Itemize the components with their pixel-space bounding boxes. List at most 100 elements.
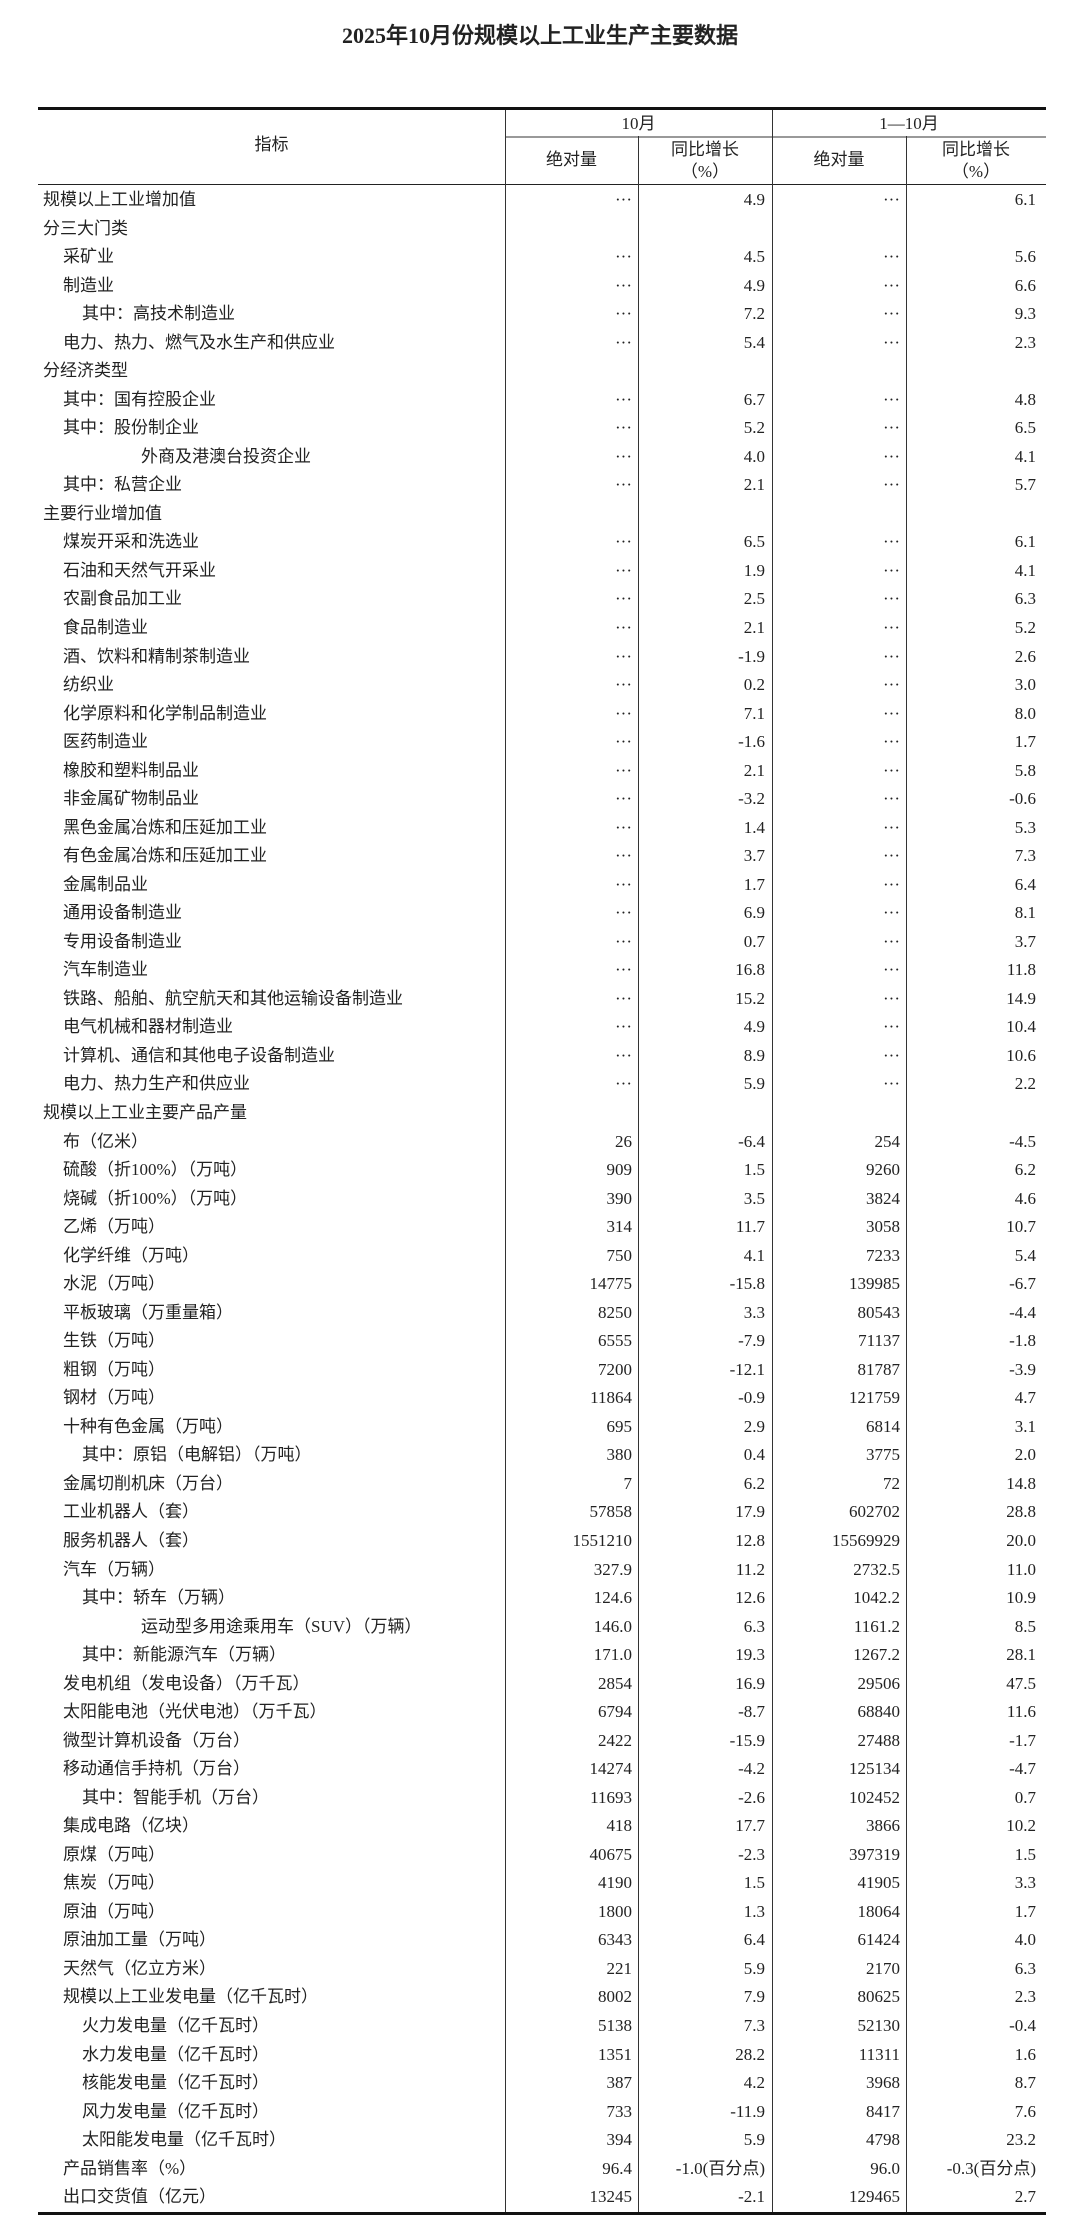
table-row: 汽车（万辆） 327.9 11.2 2732.5 11.0 (38, 1556, 1046, 1585)
row-label: 原煤（万吨） (63, 1844, 165, 1864)
cell-month-yoy: 7.1 (743, 703, 765, 723)
cell-ytd-yoy: 9.3 (1014, 304, 1036, 324)
cell-month-yoy: -8.7 (738, 1702, 765, 1722)
cell-ytd-absolute: 61424 (857, 1930, 901, 1950)
row-label: 服务机器人（套） (63, 1530, 199, 1550)
header-month-absolute: 绝对量 (546, 150, 597, 169)
cell-ytd-absolute: ··· (883, 874, 900, 894)
cell-ytd-absolute: ··· (883, 988, 900, 1008)
table-row: 非金属矿物制品业 ··· -3.2 ··· -0.6 (38, 785, 1046, 814)
cell-ytd-absolute: ··· (883, 304, 900, 324)
table-row: 太阳能发电量（亿千瓦时） 394 5.9 4798 23.2 (38, 2126, 1046, 2155)
cell-month-absolute: 8250 (598, 1302, 632, 1322)
cell-ytd-yoy: 5.7 (1014, 475, 1036, 495)
cell-ytd-yoy: 4.0 (1014, 1930, 1036, 1950)
cell-ytd-absolute: 2170 (866, 1958, 900, 1978)
header-divider (505, 136, 1046, 138)
cell-ytd-yoy: 6.1 (1014, 190, 1036, 209)
cell-ytd-yoy: 6.5 (1014, 418, 1036, 438)
page-title: 2025年10月份规模以上工业生产主要数据 (341, 23, 738, 48)
cell-month-absolute: 7 (623, 1473, 633, 1493)
cell-month-yoy: 6.4 (743, 1930, 765, 1950)
cell-month-absolute: ··· (615, 332, 632, 352)
cell-ytd-absolute: 129465 (849, 2187, 900, 2207)
table-row: 运动型多用途乘用车（SUV）（万辆） 146.0 6.3 1161.2 8.5 (38, 1613, 1046, 1642)
cell-ytd-absolute: ··· (883, 617, 900, 637)
cell-month-absolute: 14274 (589, 1759, 633, 1779)
table-row: 外商及港澳台投资企业 ··· 4.0 ··· 4.1 (38, 443, 1046, 472)
cell-month-yoy: 5.4 (743, 332, 765, 352)
cell-ytd-absolute: ··· (883, 532, 900, 552)
table-row: 服务机器人（套） 1551210 12.8 15569929 20.0 (38, 1527, 1046, 1556)
cell-ytd-absolute: 18064 (857, 1901, 901, 1921)
row-label: 化学纤维（万吨） (63, 1245, 199, 1265)
column-divider (505, 110, 506, 2213)
header-month-yoy-unit: （%） (680, 162, 730, 181)
cell-month-absolute: 40675 (589, 1844, 633, 1864)
cell-ytd-yoy: 20.0 (1006, 1530, 1036, 1550)
cell-ytd-absolute: 9260 (866, 1160, 900, 1180)
row-label: 制造业 (63, 275, 114, 295)
cell-ytd-absolute: ··· (883, 646, 900, 666)
cell-month-yoy: 8.9 (743, 1045, 765, 1065)
cell-ytd-absolute: 29506 (857, 1673, 901, 1693)
table-row: 其中：高技术制造业 ··· 7.2 ··· 9.3 (38, 300, 1046, 329)
row-label: 焦炭（万吨） (63, 1873, 165, 1893)
cell-ytd-absolute: 102452 (849, 1787, 900, 1807)
cell-ytd-absolute: 80625 (857, 1987, 901, 2007)
table-row: 移动通信手持机（万台） 14274 -4.2 125134 -4.7 (38, 1755, 1046, 1784)
table-row: 橡胶和塑料制品业 ··· 2.1 ··· 5.8 (38, 757, 1046, 786)
cell-ytd-absolute: ··· (883, 760, 900, 780)
cell-month-absolute: 387 (606, 2073, 633, 2093)
cell-month-yoy: 1.5 (743, 1873, 765, 1893)
row-label: 太阳能发电量（亿千瓦时） (82, 2130, 286, 2150)
cell-ytd-absolute: ··· (883, 589, 900, 609)
cell-month-absolute: ··· (615, 589, 632, 609)
cell-ytd-yoy: 4.7 (1014, 1388, 1036, 1408)
cell-month-yoy: 6.7 (743, 389, 765, 409)
cell-ytd-absolute: ··· (883, 446, 900, 466)
cell-ytd-absolute: ··· (883, 475, 900, 495)
cell-ytd-absolute: ··· (883, 789, 900, 809)
cell-month-absolute: 7200 (598, 1359, 632, 1379)
cell-ytd-yoy: 7.3 (1014, 846, 1036, 866)
cell-month-absolute: ··· (615, 760, 632, 780)
cell-month-yoy: 3.5 (743, 1188, 765, 1208)
cell-month-yoy: 0.7 (743, 931, 765, 951)
cell-month-absolute: 6794 (598, 1702, 632, 1722)
row-label: 移动通信手持机（万台） (63, 1759, 250, 1779)
cell-ytd-yoy: -0.3(百分点) (946, 2158, 1036, 2178)
cell-ytd-yoy: -1.7 (1009, 1730, 1036, 1750)
row-label: 橡胶和塑料制品业 (63, 760, 199, 780)
cell-ytd-absolute: 3968 (866, 2073, 900, 2093)
cell-month-yoy: 3.3 (743, 1302, 765, 1322)
header-indicator: 指标 (254, 135, 289, 154)
cell-month-yoy: 12.6 (735, 1588, 765, 1608)
cell-month-absolute: ··· (615, 988, 632, 1008)
cell-ytd-absolute: 52130 (857, 2016, 901, 2035)
table-row: 规模以上工业主要产品产量 (38, 1099, 1046, 1128)
cell-month-yoy: 2.9 (743, 1416, 765, 1436)
table-row: 产品销售率（%） 96.4 -1.0(百分点) 96.0 -0.3(百分点) (38, 2155, 1046, 2184)
cell-month-absolute: ··· (615, 846, 632, 866)
cell-ytd-yoy: 28.1 (1006, 1645, 1036, 1665)
row-label: 其中：高技术制造业 (82, 304, 235, 324)
cell-month-absolute: ··· (615, 789, 632, 809)
table-header: 指标 10月 1—10月 绝对量 同比增长 （%） 绝对量 同比增长 （%） (38, 110, 1046, 185)
cell-month-yoy: 4.5 (743, 247, 765, 267)
cell-month-yoy: 4.9 (743, 190, 765, 209)
cell-month-absolute: ··· (615, 1074, 632, 1094)
row-label: 规模以上工业发电量（亿千瓦时） (63, 1987, 318, 2007)
row-label: 平板玻璃（万重量箱） (63, 1302, 233, 1322)
cell-month-yoy: 0.2 (743, 675, 765, 695)
cell-ytd-yoy: 8.0 (1014, 703, 1036, 723)
cell-ytd-yoy: 8.5 (1014, 1616, 1036, 1636)
table-row: 焦炭（万吨） 4190 1.5 41905 3.3 (38, 1869, 1046, 1898)
table-row: 布（亿米） 26 -6.4 254 -4.5 (38, 1128, 1046, 1157)
cell-month-absolute: 8002 (598, 1987, 632, 2007)
cell-ytd-yoy: 11.8 (1006, 960, 1036, 980)
row-label: 水泥（万吨） (63, 1274, 165, 1294)
cell-ytd-yoy: 5.3 (1014, 817, 1036, 837)
cell-ytd-yoy: 1.6 (1014, 2044, 1036, 2064)
table-row: 电力、热力、燃气及水生产和供应业 ··· 5.4 ··· 2.3 (38, 329, 1046, 358)
